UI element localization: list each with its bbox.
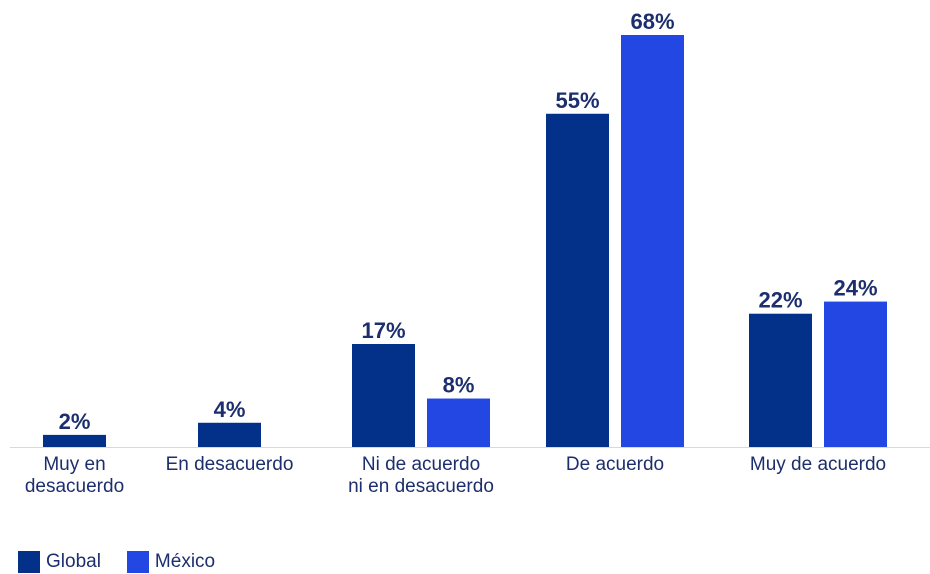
category-label-line: De acuerdo [566,454,664,475]
bar-global-3 [546,113,609,447]
value-label-global-0: 2% [59,409,91,434]
value-label-global-1: 4% [214,397,246,422]
legend-label-mexico: México [154,551,216,572]
category-label-0: Muy en desacuerdo [25,454,124,497]
legend: Global México [18,551,241,573]
bar-global-4 [749,313,812,447]
category-labels-group: Muy en desacuerdo En desacuerdo Ni de acuer… [25,454,886,497]
category-label-line: En desacuerdo [166,454,294,475]
value-label-global-3: 55% [555,88,599,113]
bar-mexico-2 [427,398,490,447]
category-label-line: Muy de acuerdo [750,454,886,475]
value-label-mexico-2: 8% [443,373,475,398]
bars-group [43,35,887,447]
bar-chart: 2% 4% 17% 8% 55% 68% 22% 24% Muy en desacuerdo En… [10,9,930,497]
category-label-line: Muy en [43,454,105,475]
bar-mexico-4 [824,301,887,447]
value-label-global-4: 22% [758,288,802,313]
bar-mexico-3 [621,35,684,447]
legend-swatch-mexico [126,551,149,573]
legend-label-global: Global [46,551,101,572]
category-label-2: Ni de acuerdo ni en desacuerdo [348,454,494,497]
bar-global-0 [43,434,106,447]
legend-item-global: Global [18,551,101,573]
category-label-line: desacuerdo [25,476,124,497]
category-label-3: De acuerdo [566,454,664,475]
bar-global-2 [352,344,415,447]
value-label-mexico-3: 68% [630,9,674,34]
category-label-1: En desacuerdo [166,454,294,475]
legend-swatch-global [18,551,40,573]
category-label-line: ni en desacuerdo [348,476,494,497]
value-label-global-2: 17% [361,318,405,343]
value-labels-group: 2% 4% 17% 8% 55% 68% 22% 24% [59,9,878,434]
legend-item-mexico: México [126,551,216,573]
category-label-line: Ni de acuerdo [362,454,480,475]
category-label-4: Muy de acuerdo [750,454,886,475]
value-label-mexico-4: 24% [833,276,877,301]
bar-global-1 [198,422,261,447]
